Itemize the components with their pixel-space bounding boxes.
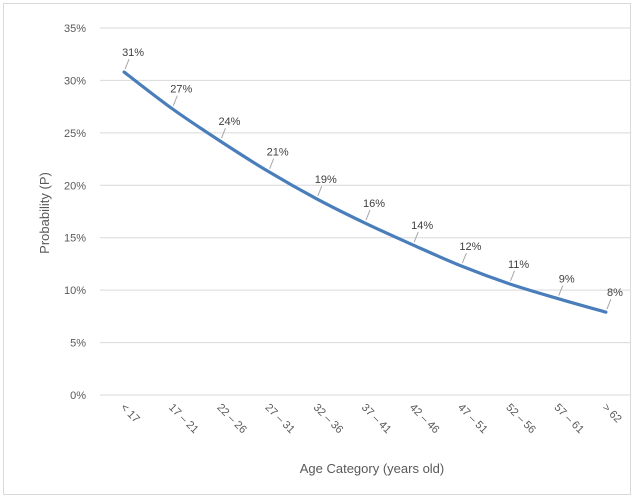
- x-axis-ticks: < 17 17 – 21 22 – 26 27 – 31 32 – 36 37 – 41 4…: [118, 402, 624, 436]
- data-label: 31%: [122, 47, 144, 59]
- y-tick-label: 20%: [64, 180, 86, 192]
- data-label-leader: [269, 158, 275, 169]
- data-label-leader: [413, 231, 419, 243]
- x-tick-label: 52 – 56: [503, 402, 537, 436]
- data-labels: 31% 27% 24% 21% 19% 16% 14% 12% 11% 9% 8%: [122, 47, 623, 310]
- x-tick-label: 27 – 31: [263, 402, 297, 436]
- series-line: [122, 70, 608, 314]
- x-tick-label: > 62: [600, 402, 624, 426]
- x-tick-label: 37 – 41: [359, 402, 393, 436]
- series-layer: [122, 70, 608, 314]
- data-label-leader: [172, 95, 178, 106]
- data-label-leader: [606, 298, 612, 310]
- x-tick-label: < 17: [118, 402, 142, 426]
- y-axis-title: Probability (P): [37, 172, 52, 254]
- y-tick-label: 30%: [64, 75, 86, 87]
- y-tick-label: 35%: [64, 23, 86, 35]
- x-tick-label: 42 – 46: [407, 402, 441, 436]
- y-tick-label: 5%: [70, 338, 86, 350]
- y-tick-label: 0%: [70, 390, 86, 402]
- data-label: 19%: [315, 174, 337, 186]
- data-label-leader: [461, 252, 467, 264]
- data-label-leader: [317, 185, 323, 197]
- x-tick-label: 57 – 61: [552, 402, 586, 436]
- x-tick-label: 22 – 26: [214, 402, 248, 436]
- data-label: 21%: [267, 147, 289, 159]
- data-label: 12%: [459, 241, 481, 253]
- gridlines: [100, 27, 630, 396]
- data-label-leader: [220, 128, 226, 139]
- data-label: 9%: [559, 274, 575, 286]
- x-axis-title: Age Category (years old): [300, 461, 445, 476]
- y-tick-label: 10%: [64, 285, 86, 297]
- data-label: 8%: [607, 287, 623, 299]
- data-label: 27%: [170, 84, 192, 96]
- x-tick-label: 17 – 21: [166, 402, 200, 436]
- data-label: 16%: [363, 198, 385, 210]
- data-label-leader: [558, 285, 564, 296]
- x-tick-label: 32 – 36: [311, 402, 345, 436]
- y-tick-label: 15%: [64, 233, 86, 245]
- x-tick-label: 47 – 51: [455, 402, 489, 436]
- data-label: 11%: [508, 259, 529, 271]
- data-label-leader: [124, 58, 130, 70]
- data-label: 24%: [218, 116, 240, 128]
- y-axis-ticks: 0% 5% 10% 15% 20% 25% 30% 35%: [64, 23, 86, 402]
- y-tick-label: 25%: [64, 128, 86, 140]
- data-label: 14%: [411, 220, 433, 232]
- data-label-leader: [365, 209, 371, 221]
- chart-frame: [3, 3, 631, 495]
- data-label-leader: [510, 270, 516, 282]
